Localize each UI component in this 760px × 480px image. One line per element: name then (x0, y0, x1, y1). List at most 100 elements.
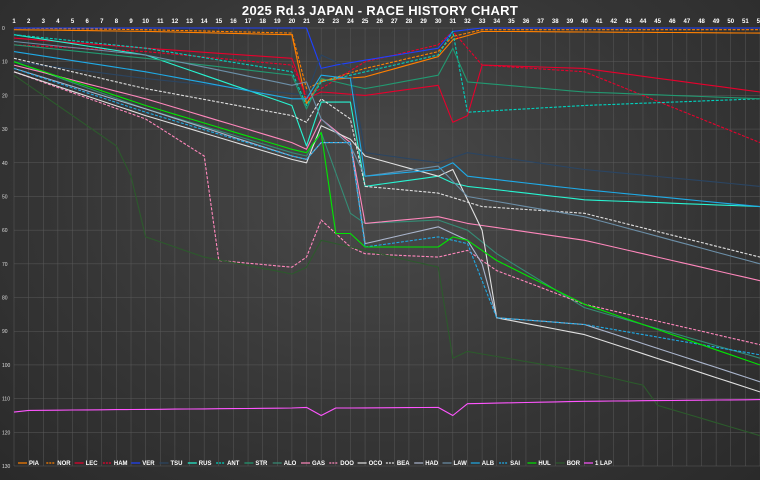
lap-tick-label: 10 (142, 19, 149, 25)
legend-label: LAW (454, 461, 468, 467)
lap-tick-label: 49 (713, 19, 720, 25)
lap-tick-label: 51 (742, 19, 749, 25)
lap-tick-label: 38 (552, 19, 559, 25)
lap-tick-label: 39 (566, 19, 573, 25)
lap-tick-label: 4 (56, 19, 60, 25)
series-line-tsu (13, 54, 760, 187)
series-line-gas (13, 64, 760, 282)
lap-tick-label: 45 (654, 19, 661, 25)
series-line-ver (14, 27, 760, 69)
series-line-pia (13, 29, 760, 105)
legend-label: RUS (199, 461, 212, 467)
lap-tick-label: 28 (406, 19, 413, 25)
series-line-hul (13, 61, 760, 366)
grid (13, 27, 760, 467)
legend-label: NOR (57, 461, 71, 467)
lap-tick-label: 36 (523, 19, 530, 25)
legend-label: STR (255, 461, 268, 467)
legend-label: GAS (312, 461, 325, 467)
series-line-rus (13, 34, 760, 208)
lap-tick-label: 27 (391, 19, 398, 25)
lap-tick-label: 17 (245, 19, 252, 25)
gap-tick-label: 70 (2, 262, 8, 268)
legend-label: BEA (397, 461, 410, 467)
lap-tick-label: 8 (115, 19, 119, 25)
gap-tick-label: 20 (2, 93, 8, 99)
lap-tick-label: 21 (303, 19, 310, 25)
lap-tick-label: 29 (420, 19, 427, 25)
legend-label: PIA (29, 461, 40, 467)
series-line-doo (13, 71, 760, 346)
lap-tick-label: 11 (157, 19, 164, 25)
series-line-nor (13, 27, 760, 90)
series-line-had (13, 67, 760, 383)
gap-tick-label: 60 (2, 228, 8, 234)
lap-tick-label: 48 (698, 19, 705, 25)
gap-tick-label: 120 (2, 430, 11, 436)
legend-label: VER (142, 461, 155, 467)
lap-tick-label: 14 (201, 19, 208, 25)
gap-tick-label: 90 (2, 329, 8, 335)
lap-tick-label: 12 (172, 19, 179, 25)
series-line-alb (13, 51, 760, 208)
series-line-bea (13, 57, 760, 258)
gap-tick-label: 30 (2, 127, 8, 133)
lap-tick-label: 46 (669, 19, 676, 25)
lap-tick-label: 50 (727, 19, 734, 25)
lap-tick-label: 18 (259, 19, 266, 25)
lap-tick-label: 13 (186, 19, 193, 25)
lap-tick-label: 3 (42, 19, 46, 25)
lap-tick-label: 47 (684, 19, 691, 25)
legend-label: SAI (510, 461, 520, 467)
lap-tick-label: 33 (479, 19, 486, 25)
lap-tick-label: 25 (362, 19, 369, 25)
legend-label: ALB (482, 461, 495, 467)
series-line-law (13, 40, 760, 265)
lap-tick-label: 6 (85, 19, 89, 25)
legend-label: OCO (369, 461, 383, 467)
gap-tick-label: 110 (2, 397, 10, 403)
gap-tick-label: 50 (2, 194, 8, 200)
lap-tick-label: 19 (274, 19, 281, 25)
legend-label: HAD (425, 461, 439, 467)
gap-tick-label: 130 (2, 464, 11, 470)
lap-tick-label: 44 (640, 19, 647, 25)
legend-label: BOR (567, 461, 581, 467)
lap-tick-label: 20 (289, 19, 296, 25)
lap-tick-label: 34 (493, 19, 500, 25)
series-line-ant (13, 30, 760, 113)
lap-tick-label: 7 (100, 19, 104, 25)
legend-label: HUL (538, 461, 551, 467)
lap-tick-label: 31 (449, 19, 456, 25)
lap-tick-label: 23 (332, 19, 339, 25)
gap-tick-label: 80 (2, 296, 8, 302)
lap-tick-label: 2 (27, 19, 31, 25)
gap-tick-label: 100 (2, 363, 11, 369)
series-line-1-lap (13, 399, 760, 417)
lap-tick-label: 30 (435, 19, 442, 25)
gap-tick-label: 0 (2, 26, 5, 32)
lap-tick-label: 37 (537, 19, 544, 25)
series-line-lec (13, 37, 760, 123)
lap-tick-label: 40 (581, 19, 588, 25)
lap-tick-label: 43 (625, 19, 632, 25)
series-line-oco (13, 71, 760, 393)
lap-tick-label: 24 (347, 19, 354, 25)
series-line-sai (13, 67, 760, 356)
series-line-ham (13, 30, 760, 144)
lap-tick-label: 15 (215, 19, 222, 25)
lap-tick-label: 35 (508, 19, 515, 25)
series-line-str (13, 44, 760, 110)
lap-tick-label: 32 (464, 19, 471, 25)
legend-label: HAM (114, 461, 128, 467)
gap-tick-label: 10 (2, 60, 8, 66)
lap-tick-label: 52 (757, 19, 760, 25)
lap-tick-label: 26 (376, 19, 383, 25)
legend-label: DOO (340, 461, 354, 467)
lap-tick-label: 5 (71, 19, 75, 25)
chart-title: 2025 Rd.3 JAPAN - RACE HISTORY CHART (241, 3, 519, 18)
legend-label: ALO (284, 461, 297, 467)
gap-tick-label: 40 (2, 161, 8, 167)
